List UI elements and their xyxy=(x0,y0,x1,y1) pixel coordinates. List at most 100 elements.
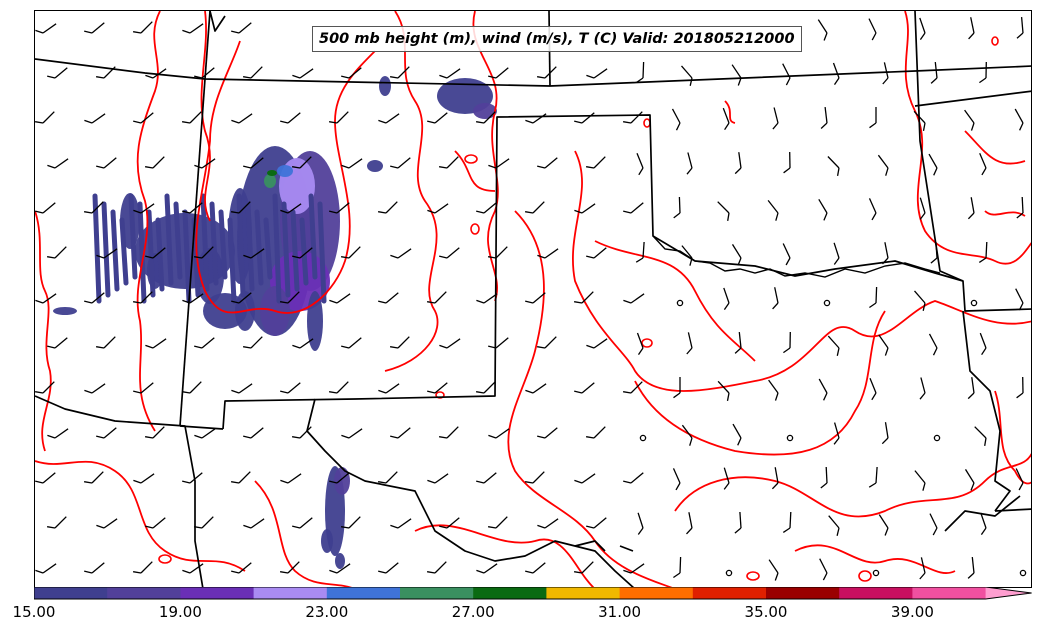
wind-barb xyxy=(536,336,557,349)
wind-barb xyxy=(827,156,840,177)
state-border-line xyxy=(179,425,224,430)
wind-barb xyxy=(818,378,828,401)
wind-speed-patch xyxy=(473,103,497,119)
colorbar-tick-label: 31.00 xyxy=(598,603,642,621)
wind-barb xyxy=(328,381,349,394)
wind-barb xyxy=(524,201,545,214)
wind-speed-streak xyxy=(182,209,192,304)
wind-barb xyxy=(881,422,889,445)
state-border-line xyxy=(179,78,206,427)
wind-barb xyxy=(390,157,411,169)
wind-barb xyxy=(974,426,987,447)
wind-barb xyxy=(537,157,558,169)
wind-barb xyxy=(35,23,57,34)
colorbar-tick-label: 27.00 xyxy=(451,603,495,621)
wind-barb xyxy=(869,286,878,309)
wind-barb xyxy=(182,293,204,304)
wind-barb xyxy=(47,428,69,439)
state-border-line xyxy=(914,90,1031,107)
wind-barb xyxy=(341,428,363,439)
height-contour-line xyxy=(904,11,1031,265)
wind-barb xyxy=(639,434,647,442)
wind-barb xyxy=(329,293,351,304)
wind-barb xyxy=(1016,196,1024,219)
wind-barb xyxy=(635,241,645,263)
wind-barb xyxy=(438,426,459,439)
wind-barb xyxy=(145,68,167,79)
wind-barb xyxy=(243,248,265,259)
wind-barb xyxy=(869,377,877,401)
wind-barb xyxy=(329,202,350,214)
wind-barb xyxy=(818,198,828,221)
wind-barb xyxy=(637,512,644,535)
wind-barb xyxy=(732,423,742,446)
wind-barb xyxy=(35,381,55,394)
wind-barb xyxy=(524,471,545,484)
wind-barb xyxy=(671,108,681,131)
height-contour-line xyxy=(571,150,1031,392)
wind-barb xyxy=(390,518,412,529)
wind-barb xyxy=(194,67,215,79)
height-contour-line xyxy=(136,11,161,432)
wind-barb xyxy=(828,515,840,536)
map-panel: 500 mb height (m), wind (m/s), T (C) Val… xyxy=(34,10,1032,588)
wind-barb xyxy=(782,243,791,266)
wind-barb xyxy=(427,382,448,394)
wind-speed-streak xyxy=(119,217,129,286)
wind-barb xyxy=(725,569,733,577)
wind-barb xyxy=(133,473,155,484)
height-contour-ring xyxy=(991,36,999,46)
wind-barb xyxy=(145,247,166,259)
wind-barb xyxy=(919,377,926,400)
wind-barb xyxy=(979,153,987,176)
wind-barb xyxy=(877,154,889,176)
wind-barb xyxy=(95,66,116,79)
wind-barb xyxy=(525,113,547,124)
wind-barb xyxy=(573,561,594,574)
height-contour-line xyxy=(507,210,673,587)
wind-barb xyxy=(717,380,730,402)
wind-barb xyxy=(882,242,889,265)
wind-barb xyxy=(672,468,681,491)
wind-barb xyxy=(280,112,301,124)
wind-barb xyxy=(475,381,496,394)
colorbar-tick-label: 35.00 xyxy=(744,603,788,621)
wind-barb xyxy=(623,563,645,574)
wind-barb xyxy=(933,434,941,442)
wind-barb xyxy=(768,559,779,581)
wind-barb xyxy=(673,556,682,579)
wind-barb xyxy=(231,383,253,394)
wind-barb xyxy=(872,569,880,577)
wind-speed-patch xyxy=(334,467,350,495)
wind-barb xyxy=(426,291,447,304)
wind-barb xyxy=(83,471,104,484)
height-contour-line xyxy=(634,310,886,456)
wind-barb xyxy=(623,293,645,304)
wind-barb xyxy=(574,203,596,214)
colorbar-tick-label: 23.00 xyxy=(305,603,349,621)
colorbar-segment xyxy=(619,587,694,599)
wind-barb xyxy=(868,198,877,221)
wind-barb xyxy=(586,517,607,529)
wind-barb xyxy=(280,382,301,394)
wind-barb xyxy=(919,197,926,220)
wind-barb xyxy=(378,113,400,124)
wind-speed-patch xyxy=(53,307,77,315)
wind-barb xyxy=(426,561,447,574)
wind-barb xyxy=(869,107,877,129)
colorbar-segment xyxy=(839,587,913,599)
wind-barb xyxy=(820,466,828,489)
wind-barb xyxy=(291,426,312,439)
wind-barb xyxy=(475,111,496,124)
wind-barb xyxy=(1015,288,1024,311)
wind-speed-streak xyxy=(227,217,237,304)
wind-speed-streak xyxy=(200,193,210,292)
wind-barb xyxy=(291,156,312,169)
wind-barb xyxy=(193,516,214,529)
wind-barb xyxy=(573,291,594,304)
wind-barb xyxy=(340,516,361,529)
wind-barb xyxy=(622,111,643,124)
wind-barb xyxy=(1016,17,1024,39)
state-border-line xyxy=(222,114,964,430)
wind-barb xyxy=(622,381,643,394)
